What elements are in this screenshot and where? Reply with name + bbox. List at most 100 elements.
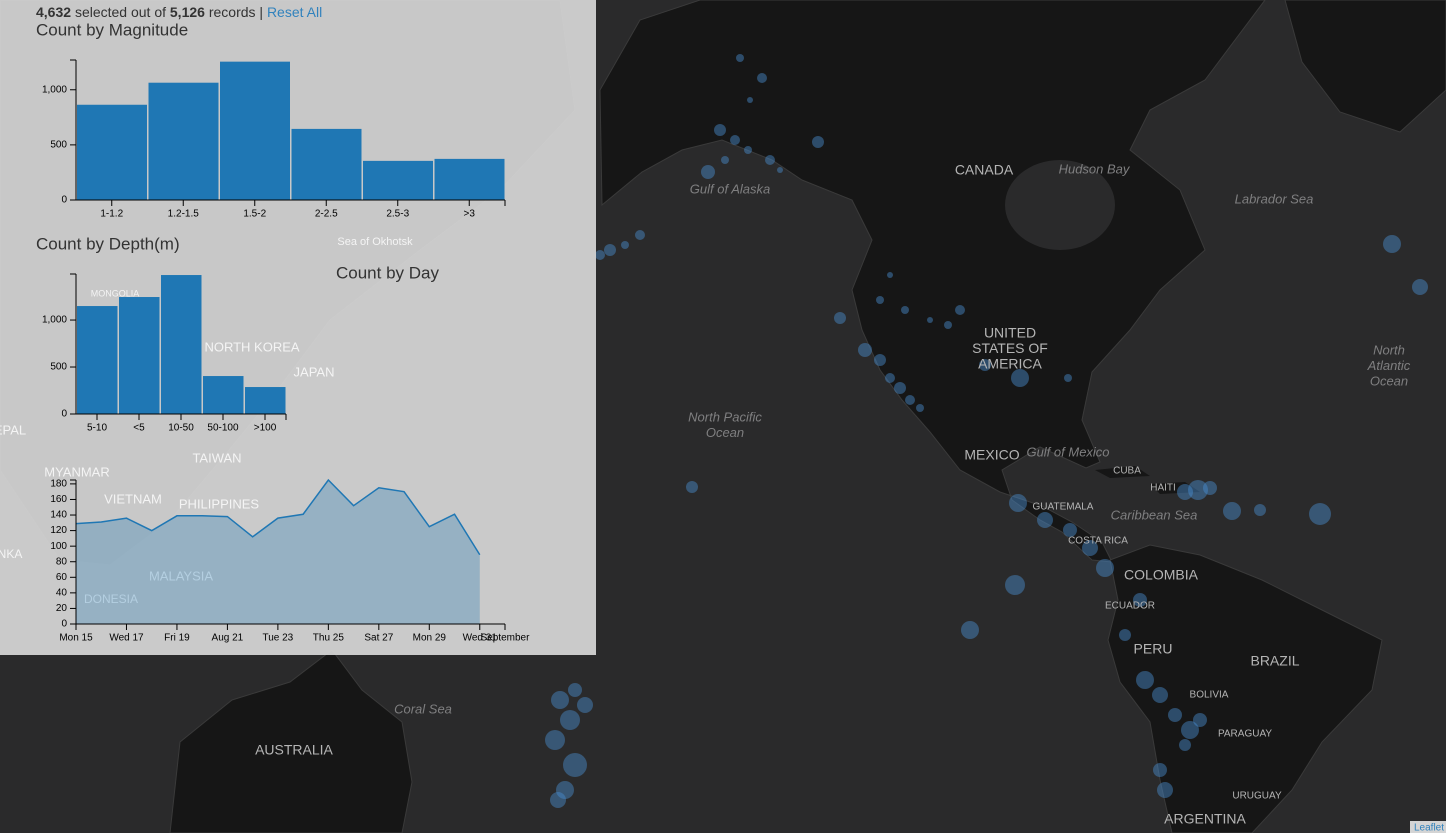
map-label: EPAL [0,422,26,437]
x-tick-label: 1.5-2 [243,209,266,220]
earthquake [701,165,715,179]
y-tick-label: 1,000 [42,315,67,326]
bar [363,160,433,200]
bar [119,297,160,414]
filter-summary: 4,632 selected out of 5,126 records | Re… [36,4,322,20]
bar [291,128,362,200]
earthquake [1009,494,1027,512]
reset-all[interactable]: Reset All [266,4,323,20]
earthquake [730,135,740,145]
land-north-america [599,0,1266,563]
hudson-bay [1005,160,1115,250]
map-label: Labrador Sea [1235,191,1314,206]
x-tick-label: 5-10 [87,423,107,434]
y-tick-label: 0 [61,195,67,206]
map-label: DONESIA [84,592,138,606]
earthquake [551,691,569,709]
earthquake [1133,593,1147,607]
earthquake [556,781,574,799]
earthquake [1193,713,1207,727]
earthquake [744,146,752,154]
y-tick-label: 500 [50,362,67,373]
map-label: North [1373,342,1405,357]
earthquake [621,241,629,249]
x-tick-label: 1.2-1.5 [168,209,200,220]
map-label: PHILIPPINES [179,496,260,511]
x-tick-label: Mon 29 [413,633,447,644]
map-label: MALAYSIA [149,568,213,583]
earthquake [1203,481,1217,495]
land-south-america [1107,544,1383,833]
earthquake [1119,629,1131,641]
earthquake [1412,279,1428,295]
earthquake [905,395,915,405]
x-tick-label: September [481,633,531,644]
attribution[interactable]: Leaflet [1414,823,1444,833]
map-label: AMERICA [978,356,1042,372]
earthquake [944,321,952,329]
earthquake [1157,782,1173,798]
map-label: BRAZIL [1250,653,1299,669]
earthquake [1152,687,1168,703]
earthquake [1179,739,1191,751]
map-label: Gulf of Alaska [690,181,770,196]
map-label: BOLIVIA [1190,690,1229,701]
earthquake [858,343,872,357]
map-label: CANADA [955,162,1014,178]
x-tick-label: Fri 19 [164,633,190,644]
attribution-box [1410,821,1446,833]
earthquake [955,305,965,315]
earthquake [568,683,582,697]
map-label: PERU [1134,641,1173,657]
y-tick-label: 120 [50,525,67,536]
x-tick-label: Aug 21 [212,633,244,644]
map-label: MEXICO [964,447,1019,463]
selected-count: 4,632 [36,4,72,20]
bar [245,387,286,414]
x-tick-label: 2.5-3 [386,209,409,220]
map-label: AUSTRALIA [255,742,333,758]
y-tick-label: 100 [50,541,67,552]
y-tick-label: 20 [56,603,68,614]
y-tick-label: 500 [50,140,67,151]
map-label: NKA [0,547,22,561]
earthquake [927,317,933,323]
x-tick-label: Thu 25 [313,633,345,644]
earthquake [1082,540,1098,556]
earthquake [961,621,979,639]
map-label: URUGUAY [1232,791,1282,802]
earthquake [887,272,893,278]
earthquake [876,296,884,304]
x-tick-label: Wed 31 [463,633,498,644]
earthquake [1188,480,1208,500]
map-label: JAPAN [294,364,335,379]
earthquake [1063,523,1077,537]
map-label: Sea of Okhotsk [337,236,413,248]
bar [220,61,290,201]
y-tick-label: 40 [56,588,68,599]
earthquake [595,250,605,260]
earthquake [874,354,886,366]
y-tick-label: 180 [50,479,67,490]
earthquake [1064,374,1072,382]
bar [203,376,244,414]
earthquake [901,306,909,314]
bar [77,306,118,414]
earthquake [550,792,566,808]
earthquake [894,382,906,394]
earthquake [1309,503,1331,525]
map-label: ARGENTINA [1164,811,1246,827]
earthquake [635,230,645,240]
map-label: VIETNAM [104,491,162,506]
summary-text: selected out of [74,4,166,20]
x-tick-label: Wed 17 [109,633,144,644]
bar [77,104,147,200]
x-tick-label: 10-50 [168,423,194,434]
y-tick-label: 0 [61,619,67,630]
earthquake [765,155,775,165]
x-tick-label: >3 [464,209,476,220]
bar [161,275,202,414]
land-australia [169,649,413,833]
earthquake [686,481,698,493]
